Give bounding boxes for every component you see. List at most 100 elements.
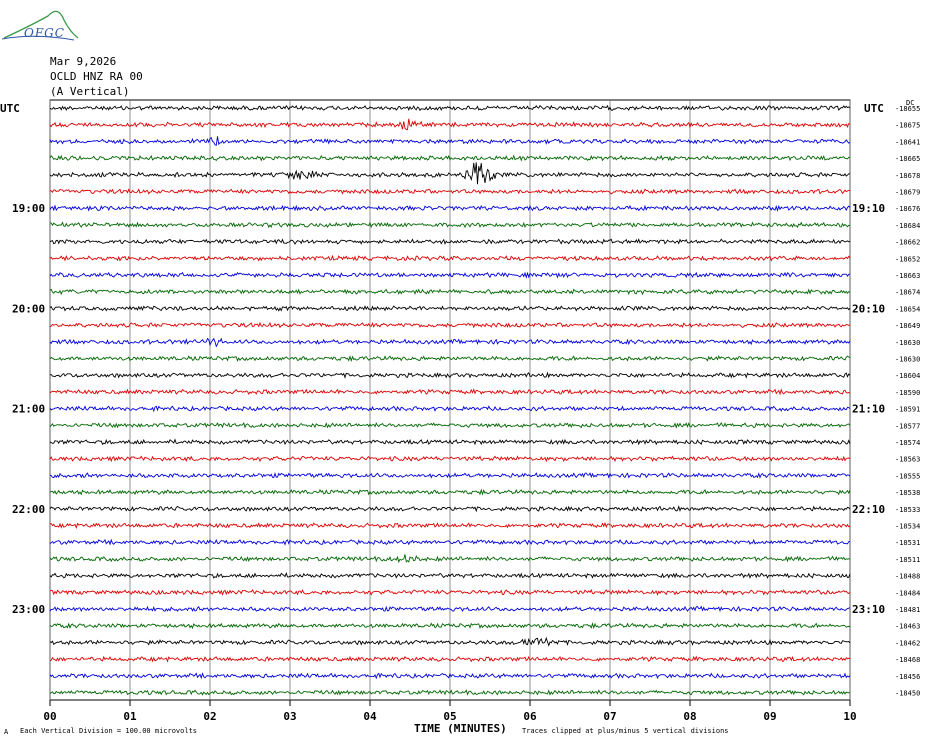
seismic-trace (49, 689, 851, 696)
left-hour-label: 22:00 (12, 503, 45, 516)
logo-swoosh (3, 10, 79, 39)
x-tick-label: 00 (43, 710, 56, 723)
seismic-trace (49, 162, 851, 185)
seismic-trace (49, 554, 851, 564)
seismic-trace (49, 254, 851, 262)
dc-offset-label: -18675 (895, 122, 920, 130)
seismic-trace (49, 188, 851, 195)
dc-offset-label: -18662 (895, 239, 920, 247)
dc-offset-label: -18563 (895, 456, 920, 464)
dc-offset-label: -18462 (895, 639, 920, 647)
left-axis-label: UTC (0, 102, 20, 115)
dc-offset-label: -18665 (895, 155, 920, 163)
seismic-trace (49, 421, 851, 429)
dc-offset-label: -18555 (895, 472, 920, 480)
x-tick-label: 03 (283, 710, 296, 723)
seismic-trace (49, 488, 851, 496)
x-tick-label: 05 (443, 710, 456, 723)
seismic-trace (49, 521, 851, 529)
dc-offset-label: -18481 (895, 606, 920, 614)
dc-offset-label: -18679 (895, 189, 920, 197)
dc-offset-label: -18630 (895, 339, 920, 347)
dc-header-label: DC (906, 99, 914, 107)
seismic-trace (49, 672, 851, 680)
x-tick-label: 09 (763, 710, 776, 723)
seismic-trace (49, 204, 851, 212)
record-date: Mar 9,2026 (50, 55, 117, 68)
seismic-trace (49, 455, 851, 463)
seismic-trace (49, 538, 851, 546)
left-hour-label: 20:00 (12, 302, 45, 315)
dc-offset-label: -18674 (895, 289, 920, 297)
dc-offset-label: -18649 (895, 322, 920, 330)
x-axis-title: TIME (MINUTES) (414, 722, 507, 735)
seismic-trace (49, 655, 851, 663)
seismic-trace (49, 136, 851, 147)
seismic-trace (49, 154, 851, 162)
seismic-trace (49, 572, 851, 579)
plot-grid (49, 99, 851, 706)
logo-swoosh-base (1, 35, 75, 41)
right-hour-label: 20:10 (852, 302, 885, 315)
seismic-trace (49, 321, 851, 329)
seismic-trace (49, 588, 851, 596)
trace-group (49, 104, 851, 696)
left-hour-label: 21:00 (12, 403, 45, 416)
seismic-trace (49, 118, 851, 131)
dc-offset-label: -18533 (895, 506, 920, 514)
seismic-trace (49, 622, 851, 630)
x-tick-label: 07 (603, 710, 616, 723)
dc-offset-label: -18652 (895, 255, 920, 263)
x-tick-label: 04 (363, 710, 377, 723)
component-label: (A Vertical) (50, 85, 130, 98)
dc-offset-label: -18684 (895, 222, 920, 230)
seismic-trace (49, 505, 851, 513)
seismic-trace (49, 354, 851, 363)
dc-offset-label: -18463 (895, 623, 920, 631)
x-tick-label: 06 (523, 710, 537, 723)
dc-offset-label: -18641 (895, 138, 920, 146)
dc-offset-label: -18468 (895, 656, 920, 664)
dc-offset-label: -18484 (895, 589, 920, 597)
scale-note: Each Vertical Division = 100.00 microvol… (20, 727, 198, 735)
seismic-trace (49, 636, 851, 647)
dc-offset-label: -18630 (895, 356, 920, 364)
right-hour-label: 19:10 (852, 202, 885, 215)
x-tick-label: 02 (203, 710, 216, 723)
right-hour-label: 22:10 (852, 503, 885, 516)
seismic-trace (49, 388, 851, 396)
seismic-trace (49, 405, 851, 413)
axis-labels: UTC UTC DC 19:00 20:00 21:00 22:00 23:00 19:10 20… (0, 99, 920, 723)
seismic-trace (49, 238, 851, 246)
dc-offset-label: -18531 (895, 539, 920, 547)
seismic-trace (49, 304, 851, 312)
right-axis-label: UTC (864, 102, 884, 115)
seismic-trace (49, 605, 851, 613)
seismic-trace (49, 221, 851, 229)
station-code: OCLD HNZ RA 00 (50, 70, 143, 83)
seismic-trace (49, 371, 851, 379)
dc-offset-label: -18591 (895, 406, 920, 414)
dc-offset-label: -18574 (895, 439, 920, 447)
x-tick-label: 10 (843, 710, 856, 723)
dc-offset-label: -18534 (895, 523, 920, 531)
dc-offset-label: -18538 (895, 489, 920, 497)
seismic-trace (49, 288, 851, 296)
x-tick-label: 01 (123, 710, 137, 723)
seismic-trace (49, 337, 851, 348)
dc-offset-label: -18676 (895, 205, 920, 213)
dc-offset-label: -18511 (895, 556, 920, 564)
seismic-trace (49, 271, 851, 279)
seismic-trace (49, 438, 851, 446)
seismic-trace (49, 472, 851, 479)
corner-mark: A (4, 728, 9, 736)
dc-offset-label: -18577 (895, 422, 920, 430)
dc-offset-label: -18488 (895, 573, 920, 581)
dc-offset-label: -18654 (895, 305, 920, 313)
seismic-trace (49, 104, 851, 112)
dc-offset-label: -18663 (895, 272, 920, 280)
dc-offset-label: -18604 (895, 372, 920, 380)
logo: OFGC (24, 26, 65, 40)
right-hour-label: 21:10 (852, 403, 885, 416)
